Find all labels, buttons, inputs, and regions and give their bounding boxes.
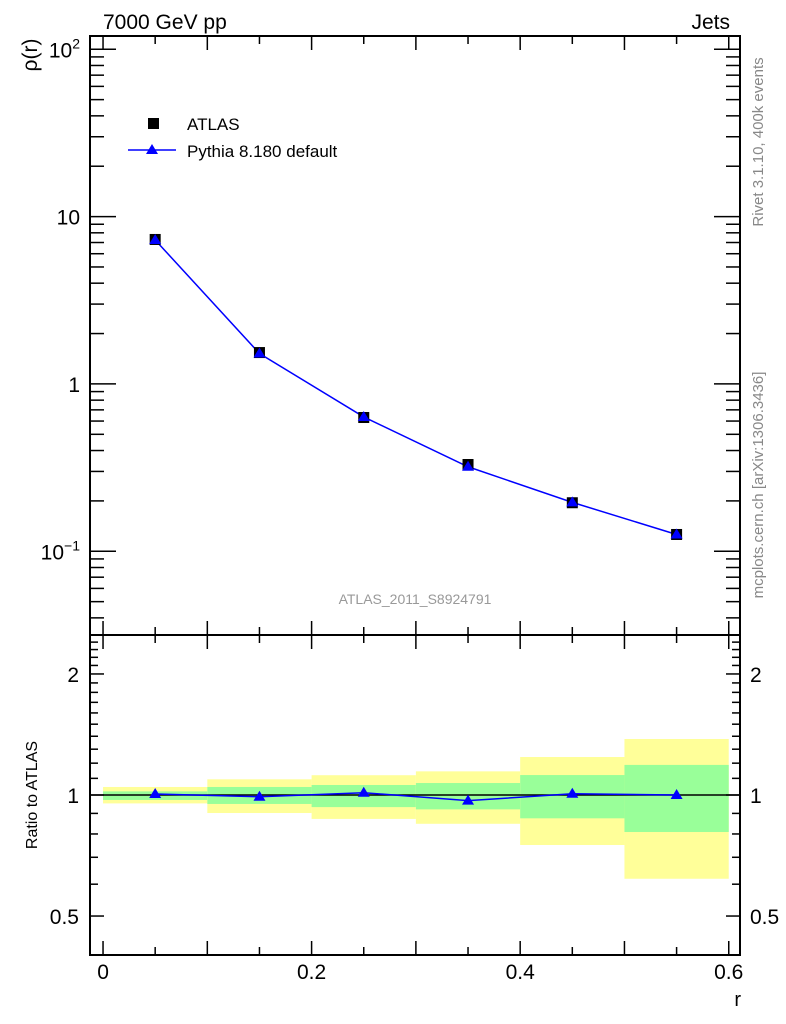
pythia-point — [670, 528, 683, 539]
legend-pythia-marker — [146, 144, 158, 154]
ratio-pythia-line — [155, 791, 677, 802]
ratio-y-tick-label-right: 1 — [750, 785, 762, 808]
y-tick-exponent: 2 — [72, 35, 80, 51]
ratio-pythia-point — [149, 787, 162, 798]
y-axis-label: ρ(r) — [19, 39, 42, 72]
pythia-point — [357, 410, 370, 421]
title-right: Jets — [691, 11, 730, 34]
ratio-y-tick-label: 0.5 — [50, 906, 79, 929]
axis-ticks — [90, 36, 740, 956]
ratio-y-axis-label: Ratio to ATLAS — [24, 741, 41, 849]
pythia-line — [154, 239, 677, 536]
x-tick-label: 0.4 — [506, 961, 536, 984]
y-tick-label: 1 — [68, 374, 80, 397]
ratio-frame — [89, 634, 741, 956]
legend: ATLAS Pythia 8.180 default — [128, 115, 338, 161]
ratio-pythia-point — [357, 786, 370, 797]
ratio-pythia-point — [462, 794, 475, 805]
pythia-point — [462, 460, 475, 471]
x-axis-label: r — [734, 989, 741, 1011]
data-marks — [149, 233, 683, 805]
ratio-y-tick-label-right: 0.5 — [750, 906, 779, 929]
legend-pythia-label: Pythia 8.180 default — [187, 142, 338, 161]
analysis-watermark: ATLAS_2011_S8924791 — [339, 591, 492, 607]
ratio-pythia-point — [253, 790, 266, 801]
y-tick-label: 10 — [57, 207, 80, 230]
legend-atlas-label: ATLAS — [187, 115, 240, 134]
y-tick-label: 102 — [49, 35, 80, 62]
ratio-pythia-point — [566, 787, 579, 798]
pythia-point — [566, 496, 579, 507]
ratio-y-tick-label: 2 — [67, 664, 79, 687]
legend-atlas-marker — [148, 118, 159, 129]
ratio-y-tick-label: 1 — [67, 785, 79, 808]
x-tick-label: 0.2 — [297, 961, 326, 984]
pythia-point — [253, 347, 266, 358]
x-tick-label: 0 — [97, 961, 109, 984]
title-left: 7000 GeV pp — [103, 11, 227, 34]
rivet-version-text: Rivet 3.1.10, 400k events — [750, 57, 767, 226]
ratio-pythia-point — [670, 789, 683, 799]
ratio-y-tick-label-right: 2 — [750, 664, 762, 687]
mcplots-text: mcplots.cern.ch [arXiv:1306.3436] — [750, 372, 767, 599]
x-tick-label: 0.6 — [714, 961, 743, 984]
tick-labels: 102 10 1 10−1 2 2 1 1 0.5 0.5 0 0.2 0.4 0.6 — [41, 35, 780, 984]
ratio-bands — [90, 739, 740, 879]
pythia-point — [149, 233, 162, 244]
y-tick-label: 10−1 — [41, 537, 81, 564]
y-tick-exponent: −1 — [64, 537, 80, 553]
